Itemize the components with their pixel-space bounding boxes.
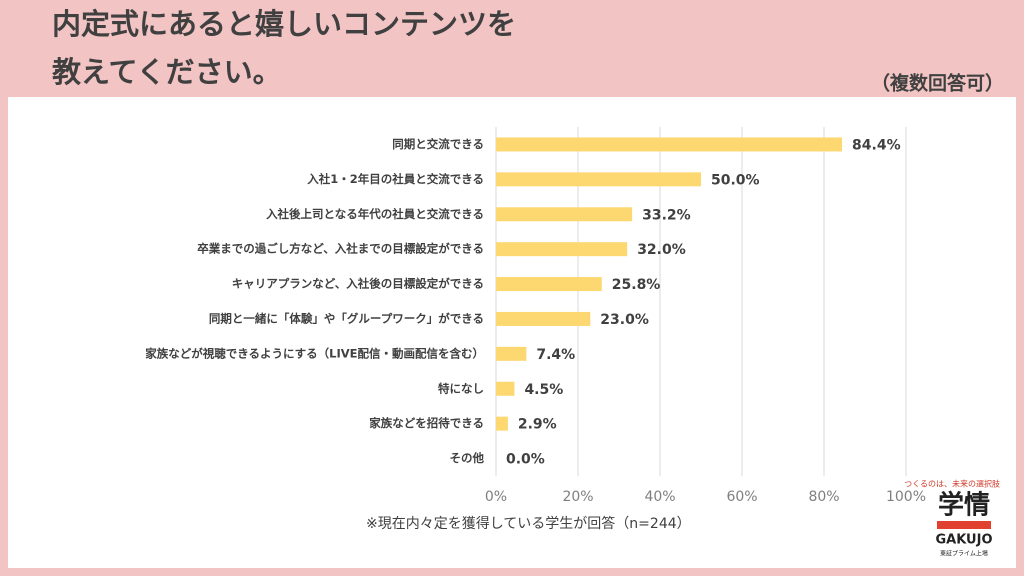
y-tick-label: キャリアプランなど、入社後の目標設定ができる [232, 277, 484, 291]
bar [496, 346, 527, 361]
y-tick-label: 入社1・2年目の社員と交流できる [307, 172, 484, 186]
title-line: 内定式にあると嬉しいコンテンツを [52, 7, 516, 41]
y-tick-label: その他 [450, 451, 485, 465]
y-tick-label: 卒業までの過ごし方など、入社までの目標設定ができる [197, 242, 484, 256]
bar [496, 172, 701, 187]
value-label: 32.0% [637, 242, 686, 258]
panel [8, 97, 1016, 568]
y-tick-label: 家族などを招待できる [369, 416, 484, 430]
x-tick-label: 60% [726, 489, 757, 505]
value-label: 4.5% [524, 382, 563, 398]
logo-bar [937, 521, 991, 529]
value-label: 23.0% [600, 312, 649, 328]
value-label: 0.0% [506, 452, 545, 468]
logo-roman: GAKUJO [935, 533, 992, 548]
x-tick-label: 80% [808, 489, 839, 505]
bar [496, 381, 515, 396]
bar [496, 207, 633, 222]
logo-name: 学情 [938, 490, 990, 521]
y-tick-label: 同期と交流できる [392, 137, 484, 151]
y-tick-label: 入社後上司となる年代の社員と交流できる [266, 207, 484, 221]
x-tick-label: 100% [886, 489, 926, 505]
value-label: 25.8% [612, 277, 661, 293]
y-tick-label: 同期と一緒に「体験」や「グループワーク」ができる [209, 311, 484, 325]
value-label: 33.2% [642, 207, 691, 223]
bar [496, 137, 843, 152]
x-tick-label: 20% [562, 489, 593, 505]
x-tick-label: 0% [485, 489, 507, 505]
note: ※現在内々定を獲得している学生が回答（n=244） [366, 515, 691, 532]
y-tick-label: 家族などが視聴できるようにする（LIVE配信・動画配信を含む） [145, 346, 484, 360]
bar [496, 242, 628, 257]
subtitle: （複数回答可） [871, 72, 1004, 95]
title-line: 教えてください。 [52, 55, 282, 89]
bar [496, 311, 591, 326]
bar [496, 416, 508, 431]
y-tick-label: 特になし [438, 381, 484, 395]
value-label: 2.9% [518, 417, 557, 433]
value-label: 84.4% [852, 137, 901, 153]
logo-tagline: つくるのは、未来の選択肢 [904, 479, 1000, 489]
x-tick-label: 40% [644, 489, 675, 505]
value-label: 7.4% [536, 347, 575, 363]
logo-listing: 東証プライム上場 [940, 550, 988, 558]
bar [496, 277, 602, 292]
value-label: 50.0% [711, 172, 760, 188]
